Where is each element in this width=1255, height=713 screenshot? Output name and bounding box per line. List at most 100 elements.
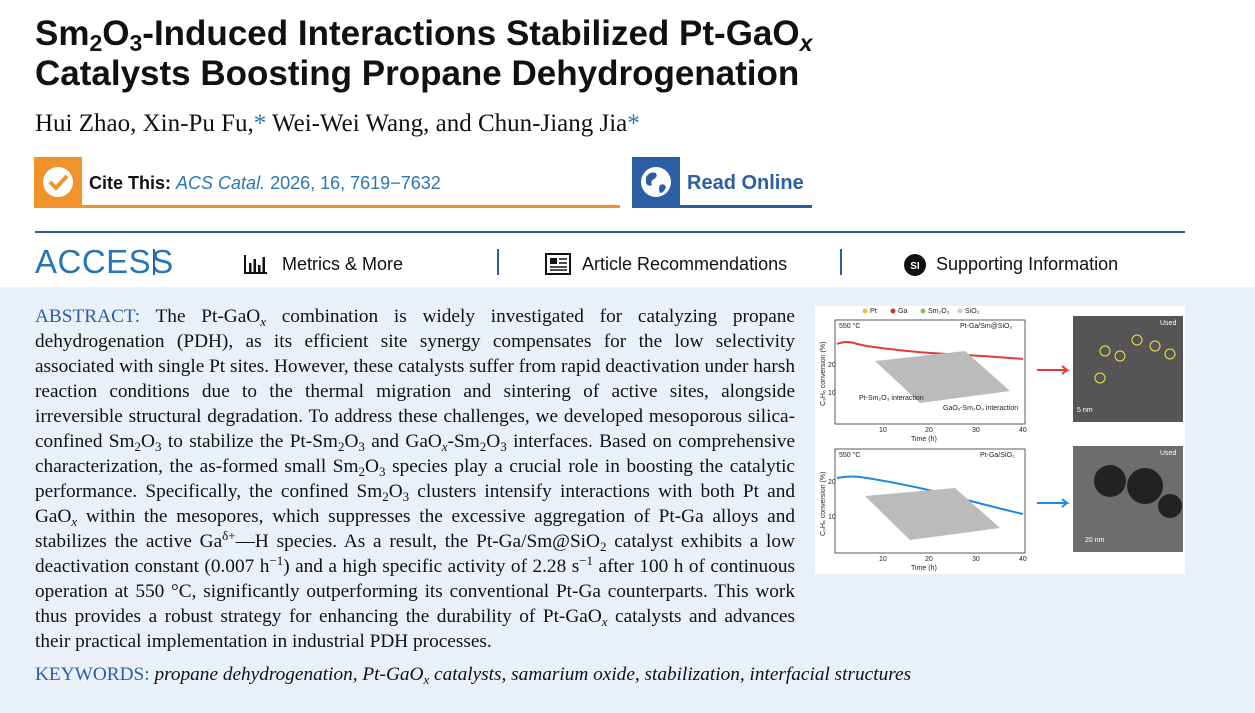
text-run: 3 (358, 439, 365, 454)
text-run: x (423, 672, 430, 687)
y-label: C₃H₆ conversion (%) (820, 342, 827, 406)
text-run: −1 (269, 553, 284, 568)
text-style: x (260, 314, 266, 329)
text-run: O (486, 431, 501, 452)
text-run: 3 (378, 464, 386, 479)
title-sub: x (799, 30, 813, 56)
title-part: Catalysts Boosting Propane Dehydrogenati… (35, 54, 800, 93)
title-part: Sm (35, 14, 90, 53)
text-run: 3 (154, 439, 162, 454)
metrics-icon (244, 255, 267, 274)
globe-box (632, 157, 680, 208)
text-run: interfaces. Based on comprehensive chara… (35, 431, 796, 477)
y-tick: 20 (828, 362, 836, 369)
surface (865, 488, 1000, 540)
si-text: SI (910, 261, 920, 272)
nav-bar: ACCESS Metrics & More Article Recommenda… (35, 231, 1185, 288)
y-tick: 10 (828, 390, 836, 397)
read-online-label[interactable]: Read Online (687, 172, 804, 194)
asterisk[interactable]: * (627, 110, 640, 137)
divider (497, 249, 499, 275)
surface (875, 351, 1010, 403)
read-online[interactable]: Read Online (632, 157, 812, 208)
annotation: Pt-Sm₂O₃ interaction (859, 395, 924, 402)
curve (836, 341, 1024, 360)
text-run: The Pt-GaO (155, 306, 261, 327)
cite-box[interactable]: Cite This: ACS Catal. 2026, 16, 7619−763… (34, 157, 620, 208)
scale-bar: 20 nm (1085, 537, 1105, 544)
text-run: O (141, 431, 155, 452)
text-run: -Sm (447, 431, 480, 452)
title-part: O (102, 14, 130, 53)
legend-label: Ga (898, 308, 907, 315)
authors: Hui Zhao, Xin-Pu Fu,* Wei-Wei Wang, and … (35, 110, 640, 138)
legend-label: SiO₂ (965, 308, 980, 315)
divider (840, 249, 842, 275)
text-run: 2 (479, 439, 487, 454)
legend: Pt Ga Sm₂O₃ SiO₂ (862, 308, 980, 315)
text-run: x (441, 439, 448, 454)
globe-icon (641, 167, 671, 197)
check-icon (43, 167, 73, 197)
image-label: Used (1160, 320, 1176, 327)
text-run: O (388, 481, 403, 502)
text-run: within the mesopores, which suppresses t… (35, 506, 795, 552)
panel-temp: 550 °C (839, 322, 860, 330)
text-run: combination is widely investigated for c… (35, 306, 795, 452)
text-run: −1 (579, 553, 594, 568)
nav-item[interactable]: Metrics & More (282, 254, 404, 274)
text-run: —H species. As a result, the Pt-Ga/Sm@Si… (235, 531, 600, 552)
x-tick: 20 (925, 556, 933, 563)
cite-label: Cite This: (89, 173, 172, 193)
text-run: δ+ (222, 528, 236, 543)
text-style: x (442, 439, 448, 454)
abstract: Pt Ga Sm₂O₃ SiO₂ 550 °C Pt-Ga/Sm@SiO₂ Pt… (35, 304, 1185, 687)
text-run: 3 (402, 489, 410, 504)
legend-label: Sm₂O₃ (928, 308, 950, 315)
curve (836, 475, 1024, 515)
text-run: O (344, 431, 359, 452)
text-style: x (602, 614, 608, 629)
text-style: x (71, 514, 77, 529)
text-run: x (71, 514, 78, 529)
si-icon: SI (904, 254, 926, 276)
nav-item[interactable]: Article Recommendations (582, 254, 788, 274)
text-run: x (260, 314, 266, 329)
text-run: 2 (382, 489, 389, 504)
toc-figure: Pt Ga Sm₂O₃ SiO₂ 550 °C Pt-Ga/Sm@SiO₂ Pt… (815, 306, 1185, 574)
x-label: Time (h) (911, 565, 937, 572)
cite-ref[interactable]: 2026, 16, 7619−7632 (265, 173, 441, 193)
x-tick: 10 (879, 427, 887, 434)
text-run: x (601, 614, 608, 629)
annotation: GaOₓ-Sm₂O₃ interaction (943, 405, 1018, 412)
arrow (1037, 365, 1070, 375)
keywords: KEYWORDS: propane dehydrogenation, Pt-Ga… (35, 662, 1185, 687)
x-tick: 10 (879, 556, 887, 563)
y-tick: 20 (828, 479, 836, 486)
nav-item[interactable]: Supporting Information (936, 254, 1119, 274)
abstract-section: Pt Ga Sm₂O₃ SiO₂ 550 °C Pt-Ga/Sm@SiO₂ Pt… (0, 287, 1255, 713)
text-run: after 100 h of continuous operation at 5… (35, 556, 795, 627)
text-style: x (800, 30, 813, 56)
title-sub: 2 (89, 30, 103, 56)
legend-label: Pt (870, 308, 877, 315)
cite-icon (34, 157, 82, 208)
panel-sample: Pt-Ga/Sm@SiO₂ (960, 323, 1013, 330)
tem-image (1073, 316, 1183, 422)
text-run: 2 (599, 539, 607, 554)
access-label: ACCESS (35, 243, 174, 280)
particles (1094, 465, 1182, 518)
text-run: catalysts and advances their practical i… (35, 606, 795, 652)
x-tick: 40 (1019, 427, 1027, 434)
asterisk[interactable]: * (253, 110, 267, 137)
y-label: C₃H₆ conversion (%) (820, 472, 827, 536)
text-run: and GaO (364, 431, 442, 452)
text-style: propane dehydrogenation, Pt-GaOx catalys… (154, 664, 911, 687)
text-run: to stabilize the Pt-Sm (161, 431, 338, 452)
cite-journal[interactable]: ACS Catal. (176, 173, 266, 193)
article-icon (545, 253, 571, 275)
x-tick: 30 (972, 427, 980, 434)
text-run: 3 (500, 439, 507, 454)
plot-frame (834, 448, 1026, 554)
